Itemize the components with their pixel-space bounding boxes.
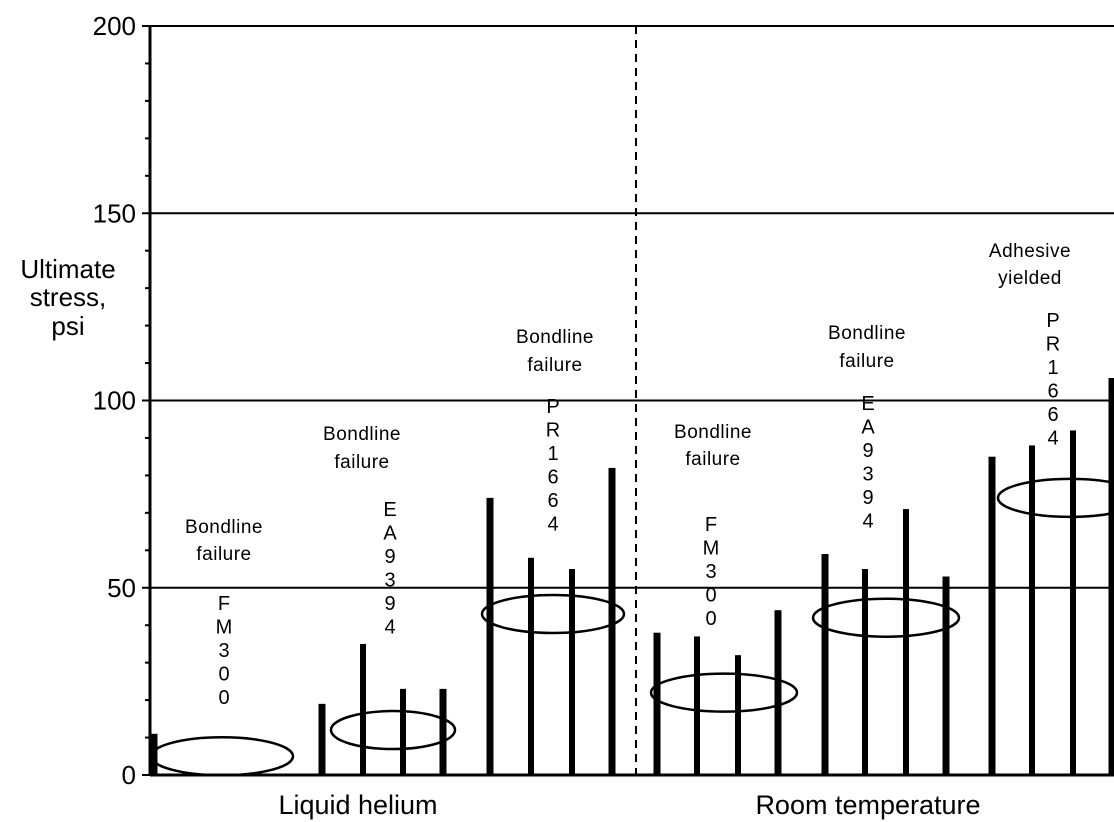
y-tick-label-0: 0: [122, 760, 136, 790]
material-label-room-temperature-pr-1664-char: 6: [1047, 381, 1058, 403]
material-label-room-temperature-ea-9394-char: A: [861, 417, 875, 439]
bar-room-temperature-pr-1664-4: [1108, 378, 1114, 775]
material-label-room-temperature-ea-9394-char: 4: [862, 511, 873, 533]
material-label-liquid-helium-ea-9394-char: 3: [384, 570, 395, 592]
material-label-liquid-helium-ea-9394-char: 9: [384, 546, 395, 568]
mean-ellipse-room-temperature-ea-9394: [811, 597, 961, 638]
y-tick-label-200: 200: [93, 11, 136, 41]
bar-room-temperature-pr-1664-1: [988, 456, 996, 775]
material-label-liquid-helium-pr-1664-char: 6: [547, 490, 558, 512]
failure-label-liquid-helium-pr-1664-line-1: Bondline: [516, 327, 594, 348]
bar-liquid-helium-ea-9394-2: [360, 643, 366, 775]
material-label-room-temperature-fm-300-char: 0: [705, 608, 716, 630]
material-label-room-temperature-ea-9394-char: 3: [862, 464, 873, 486]
material-label-liquid-helium-fm-300-char: 0: [218, 687, 229, 709]
y-axis-label-line-1: Ultimate: [20, 254, 115, 284]
material-label-room-temperature-pr-1664-char: 1: [1047, 357, 1058, 379]
material-label-room-temperature-pr-1664-char: 4: [1047, 428, 1058, 450]
failure-label-room-temperature-ea-9394-line-1: Bondline: [828, 323, 906, 344]
failure-label-liquid-helium-pr-1664-line-2: failure: [527, 355, 582, 376]
failure-label-room-temperature-pr-1664-line-2: yielded: [998, 268, 1062, 289]
material-label-liquid-helium-pr-1664-char: 1: [547, 443, 558, 465]
bar-liquid-helium-pr-1664-3: [569, 569, 575, 775]
bars: [150, 378, 1114, 775]
bar-room-temperature-ea-9394-4: [942, 576, 950, 775]
failure-label-room-temperature-pr-1664-line-1: Adhesive: [989, 241, 1071, 262]
bar-room-temperature-ea-9394-2: [862, 569, 868, 775]
gridlines: [150, 212, 1114, 589]
mean-ellipses: [149, 477, 1114, 777]
bar-liquid-helium-ea-9394-1: [318, 703, 326, 775]
material-label-liquid-helium-fm-300-char: 0: [218, 664, 229, 686]
material-label-liquid-helium-ea-9394-char: E: [383, 499, 396, 521]
material-label-liquid-helium-fm-300-char: 3: [218, 640, 229, 662]
material-label-liquid-helium-fm-300-char: F: [218, 593, 230, 615]
material-label-liquid-helium-fm-300-char: M: [216, 617, 233, 639]
material-label-room-temperature-fm-300-char: 0: [705, 585, 716, 607]
y-axis-label-line-3: psi: [51, 311, 84, 341]
material-label-liquid-helium-pr-1664-char: 4: [547, 514, 558, 536]
y-axis-label-line-2: stress,: [30, 282, 107, 312]
material-label-room-temperature-ea-9394-char: 9: [862, 440, 873, 462]
bar-room-temperature-fm-300-3: [735, 655, 741, 775]
y-axis-ticks: 0 50 100 150 200: [93, 11, 150, 790]
material-label-room-temperature-ea-9394-char: 9: [862, 487, 873, 509]
material-label-liquid-helium-ea-9394-char: A: [383, 523, 397, 545]
material-label-room-temperature-fm-300-char: M: [703, 538, 720, 560]
bar-liquid-helium-pr-1664-2: [528, 557, 534, 775]
bar-liquid-helium-ea-9394-4: [439, 688, 447, 775]
material-label-room-temperature-fm-300-char: 3: [705, 561, 716, 583]
material-label-liquid-helium-pr-1664-char: R: [546, 420, 560, 442]
mean-ellipse-room-temperature-fm-300: [649, 672, 799, 713]
bar-room-temperature-pr-1664-2: [1029, 445, 1035, 775]
material-label-liquid-helium-pr-1664-char: 6: [547, 467, 558, 489]
failure-label-liquid-helium-ea-9394-line-2: failure: [334, 452, 389, 473]
group-label-liquid-helium: Liquid helium: [278, 790, 437, 820]
annotations: BondlinefailureFM300BondlinefailureEA939…: [185, 241, 1071, 709]
failure-label-liquid-helium-fm-300-line-1: Bondline: [185, 517, 263, 538]
failure-label-liquid-helium-fm-300-line-2: failure: [196, 544, 251, 565]
y-tick-label-50: 50: [107, 573, 136, 603]
failure-label-room-temperature-fm-300-line-2: failure: [685, 449, 740, 470]
bar-liquid-helium-pr-1664-4: [608, 467, 616, 775]
failure-label-room-temperature-fm-300-line-1: Bondline: [674, 422, 752, 443]
bar-room-temperature-fm-300-4: [774, 610, 782, 775]
bar-room-temperature-ea-9394-1: [821, 554, 829, 775]
bar-liquid-helium-ea-9394-3: [400, 688, 406, 775]
bar-liquid-helium-pr-1664-1: [486, 497, 494, 775]
mean-ellipse-liquid-helium-ea-9394: [329, 709, 457, 751]
y-tick-label-100: 100: [93, 386, 136, 416]
mean-ellipse-room-temperature-pr-1664: [996, 477, 1114, 519]
material-label-room-temperature-ea-9394-char: E: [861, 393, 874, 415]
bar-room-temperature-fm-300-2: [694, 636, 700, 775]
material-label-liquid-helium-ea-9394-char: 4: [384, 617, 395, 639]
y-tick-label-150: 150: [93, 198, 136, 228]
bar-room-temperature-pr-1664-3: [1070, 430, 1076, 775]
group-label-room-temperature: Room temperature: [755, 790, 980, 820]
bar-liquid-helium-fm-300-1: [150, 733, 158, 775]
material-label-room-temperature-pr-1664-char: 6: [1047, 404, 1058, 426]
material-label-liquid-helium-pr-1664-char: P: [546, 396, 559, 418]
failure-label-liquid-helium-ea-9394-line-1: Bondline: [323, 424, 401, 445]
material-label-room-temperature-pr-1664-char: R: [1046, 334, 1060, 356]
mean-ellipse-liquid-helium-pr-1664: [480, 593, 626, 635]
failure-label-room-temperature-ea-9394-line-2: failure: [839, 351, 894, 372]
material-label-liquid-helium-ea-9394-char: 9: [384, 593, 395, 615]
bar-room-temperature-ea-9394-3: [903, 509, 909, 775]
material-label-room-temperature-pr-1664-char: P: [1046, 310, 1059, 332]
mean-ellipse-liquid-helium-fm-300: [149, 736, 295, 777]
material-label-room-temperature-fm-300-char: F: [705, 514, 717, 536]
bar-room-temperature-fm-300-1: [653, 632, 661, 775]
